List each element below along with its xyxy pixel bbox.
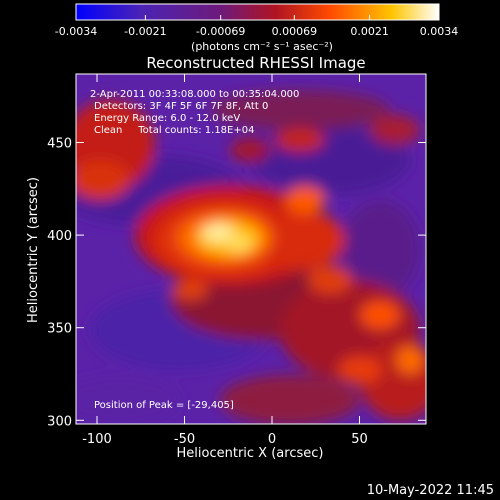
annotation-peak-position: Position of Peak = [-29,405] bbox=[94, 400, 234, 411]
annotations: 2-Apr-2011 00:33:08.000 to 00:35:04.000 … bbox=[90, 89, 299, 411]
colorbar-tick-label: -0.0034 bbox=[55, 25, 97, 38]
y-axis-label: Heliocentric Y (arcsec) bbox=[26, 177, 41, 323]
colorbar-units-label: (photons cm⁻² s⁻¹ asec⁻²) bbox=[191, 40, 333, 53]
annotation-detectors: Detectors: 3F 4F 5F 6F 7F 8F, Att 0 bbox=[94, 101, 268, 112]
colorbar-tick-label: -0.0021 bbox=[124, 25, 166, 38]
colorbar-tick-label: 0.0021 bbox=[350, 25, 389, 38]
colorbar-tick-label: 0.0034 bbox=[420, 25, 459, 38]
x-axis-ticks: -100 -50 0 50 bbox=[82, 74, 368, 447]
colorbar bbox=[75, 3, 440, 21]
colorbar-tick-label: 0.00069 bbox=[272, 25, 318, 38]
y-tick-label: 400 bbox=[47, 229, 72, 244]
annotation-time-range: 2-Apr-2011 00:33:08.000 to 00:35:04.000 bbox=[90, 89, 299, 100]
y-axis-ticks: 300 350 400 450 bbox=[47, 137, 426, 429]
annotation-energy-range: Energy Range: 6.0 - 12.0 keV bbox=[94, 113, 240, 124]
x-tick-label: -50 bbox=[174, 432, 195, 447]
x-axis-label: Heliocentric X (arcsec) bbox=[177, 446, 324, 461]
timestamp-footer: 10-May-2022 11:45 bbox=[366, 483, 494, 498]
x-tick-label: 0 bbox=[268, 432, 276, 447]
annotation-clean-counts: Clean Total counts: 1.18E+04 bbox=[94, 125, 254, 136]
y-tick-label: 350 bbox=[47, 322, 72, 337]
chart-title: Reconstructed RHESSI Image bbox=[146, 54, 365, 72]
colorbar-tick-label: -0.00069 bbox=[196, 25, 245, 38]
y-tick-label: 300 bbox=[47, 414, 72, 429]
y-tick-label: 450 bbox=[47, 137, 72, 152]
colorbar-ticks: -0.0034 -0.0021 -0.00069 0.00069 0.0021 0.003… bbox=[55, 15, 458, 38]
plot-frame bbox=[75, 73, 427, 425]
x-tick-label: -100 bbox=[82, 432, 112, 447]
x-tick-label: 50 bbox=[351, 432, 368, 447]
heatmap-image bbox=[76, 74, 426, 424]
